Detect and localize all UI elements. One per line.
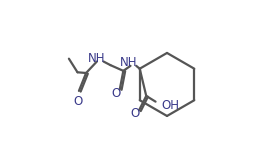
Text: O: O xyxy=(74,95,83,108)
Text: NH: NH xyxy=(88,52,106,65)
Text: O: O xyxy=(131,107,140,120)
Text: NH: NH xyxy=(120,57,138,69)
Text: OH: OH xyxy=(161,99,179,112)
Text: O: O xyxy=(112,87,121,100)
